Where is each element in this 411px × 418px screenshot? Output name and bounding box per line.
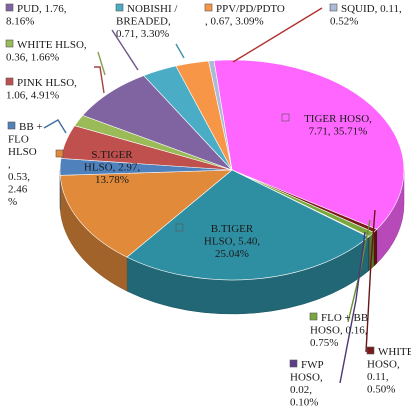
legend-key-squid — [329, 3, 338, 12]
leader-line-fwp-hoso — [339, 231, 366, 384]
data-label-bb-flo-hlso: BB + FLO HLSO, 0.53, 2.46% — [8, 121, 43, 208]
data-label-pink-hlso: PINK HLSO, 1.06, 4.91% — [6, 77, 77, 102]
data-label-line: NOBISHI / — [127, 3, 178, 15]
data-label-squid: SQUID, 0.11, 0.52% — [330, 3, 402, 28]
data-label-white-hlso: WHITE HLSO, 0.36, 1.66% — [6, 39, 87, 64]
data-label-line: 25.04% — [215, 248, 249, 260]
data-label-white-hoso: WHITE HOSO, 0.11, 0.50% — [367, 346, 411, 396]
data-label-line: 0.50% — [367, 384, 395, 396]
data-label-line: 2.46 — [8, 184, 28, 196]
data-label-line: FLO + BB — [321, 312, 368, 324]
legend-key-flo-bb-hoso — [309, 312, 318, 321]
legend-key-fwp-hoso — [289, 359, 298, 368]
data-label-line: HOSO, 0.16, — [310, 325, 368, 337]
pie-slice-tiger-hoso — [213, 59, 405, 230]
data-label-line: PINK HLSO, — [17, 77, 77, 89]
data-label-line: , — [8, 159, 11, 171]
data-label-line: 0.75% — [310, 337, 338, 349]
leader-line-bb-flo-hlso — [43, 119, 67, 134]
leader-line-squid — [232, 7, 323, 63]
data-label-line: HOSO, — [367, 359, 400, 371]
data-label-line: FWP — [301, 359, 324, 371]
data-label-line: 1.06, 4.91% — [6, 90, 59, 102]
data-label-fwp-hoso: FWP HOSO, 0.02, 0.10% — [290, 359, 324, 409]
leader-line-white-hoso — [365, 209, 376, 353]
leader-line-nobishi-breaded — [175, 43, 185, 59]
data-label-ppv-pd-pdto: PPV/PD/PDTO, 0.67, 3.09% — [205, 3, 285, 28]
data-label-line: 7.71, 35.71% — [309, 126, 368, 138]
data-label-line: S.TIGER — [91, 149, 133, 161]
data-label-nobishi-breaded: NOBISHI / BREADED, 0.71, 3.30% — [116, 3, 178, 40]
data-label-line: % — [8, 196, 17, 208]
data-label-tiger-hoso: TIGER HOSO, 7.71, 35.71% — [304, 113, 372, 138]
data-label-s-tiger-hlso: S.TIGER HLSO, 2.97, 13.78% — [84, 149, 140, 186]
legend-key-pink-hlso — [5, 77, 14, 86]
pie-slice-b-tiger-hlso — [126, 169, 369, 281]
data-label-line: TIGER HOSO, — [304, 113, 372, 125]
data-label-line: HLSO — [8, 146, 37, 158]
legend-key-pud — [5, 3, 14, 12]
pie-slice-squid — [208, 60, 233, 171]
data-label-line: 0.71, 3.30% — [116, 28, 169, 40]
data-label-line: PUD, 1.76, — [17, 3, 67, 15]
data-label-line: HLSO, 5.40, — [204, 236, 260, 248]
data-label-flo-bb-hoso: FLO + BB HOSO, 0.16, 0.75% — [310, 312, 368, 349]
data-label-line: BB + — [19, 121, 43, 133]
data-label-line: WHITE HLSO, — [17, 39, 87, 51]
data-label-line: 0.36, 1.66% — [6, 52, 59, 64]
pie-slice-s-tiger-hlso — [59, 169, 233, 258]
data-label-line: PPV/PD/PDTO — [216, 3, 285, 15]
legend-key-b-tiger-hlso — [175, 223, 184, 232]
pie-slice-pud — [82, 75, 233, 171]
leader-line-pink-hlso — [94, 66, 105, 94]
data-label-line: 13.78% — [95, 174, 129, 186]
legend-key-white-hoso — [366, 346, 375, 355]
legend-key-white-hlso — [5, 39, 14, 48]
data-label-line: 8.16% — [6, 16, 34, 28]
legend-key-s-tiger-hlso — [55, 149, 64, 158]
data-label-pud: PUD, 1.76, 8.16% — [6, 3, 67, 28]
data-label-line: 0.02, — [290, 384, 312, 396]
data-label-line: 0.52% — [330, 16, 358, 28]
leader-line-pud — [111, 29, 139, 71]
leader-lines — [43, 7, 376, 384]
data-label-line: B.TIGER — [211, 223, 254, 235]
data-label-line: HOSO, — [290, 372, 323, 384]
data-label-line: , 0.67, 3.09% — [205, 16, 264, 28]
pie-top — [59, 59, 405, 281]
legend-key-tiger-hoso — [281, 113, 290, 122]
data-label-b-tiger-hlso: B.TIGER HLSO, 5.40, 25.04% — [204, 223, 260, 260]
data-labels: TIGER HOSO, 7.71, 35.71%WHITE HOSO, 0.11, 0.… — [5, 3, 411, 409]
legend-key-ppv-pd-pdto — [204, 3, 213, 12]
legend-key-nobishi-breaded — [115, 3, 124, 12]
data-label-line: WHITE — [378, 346, 411, 358]
data-label-line: 0.53, — [8, 171, 30, 183]
data-label-line: HLSO, 2.97, — [84, 162, 140, 174]
data-label-line: FLO — [8, 134, 29, 146]
data-label-line: SQUID, 0.11, — [341, 3, 402, 15]
data-label-line: 0.10% — [290, 397, 318, 409]
leader-line-white-hlso — [97, 51, 106, 76]
data-label-line: BREADED, — [116, 16, 171, 28]
data-label-line: 0.11, — [367, 371, 389, 383]
legend-key-bb-flo-hlso — [7, 121, 16, 130]
pie-side-white-hoso — [373, 228, 378, 267]
